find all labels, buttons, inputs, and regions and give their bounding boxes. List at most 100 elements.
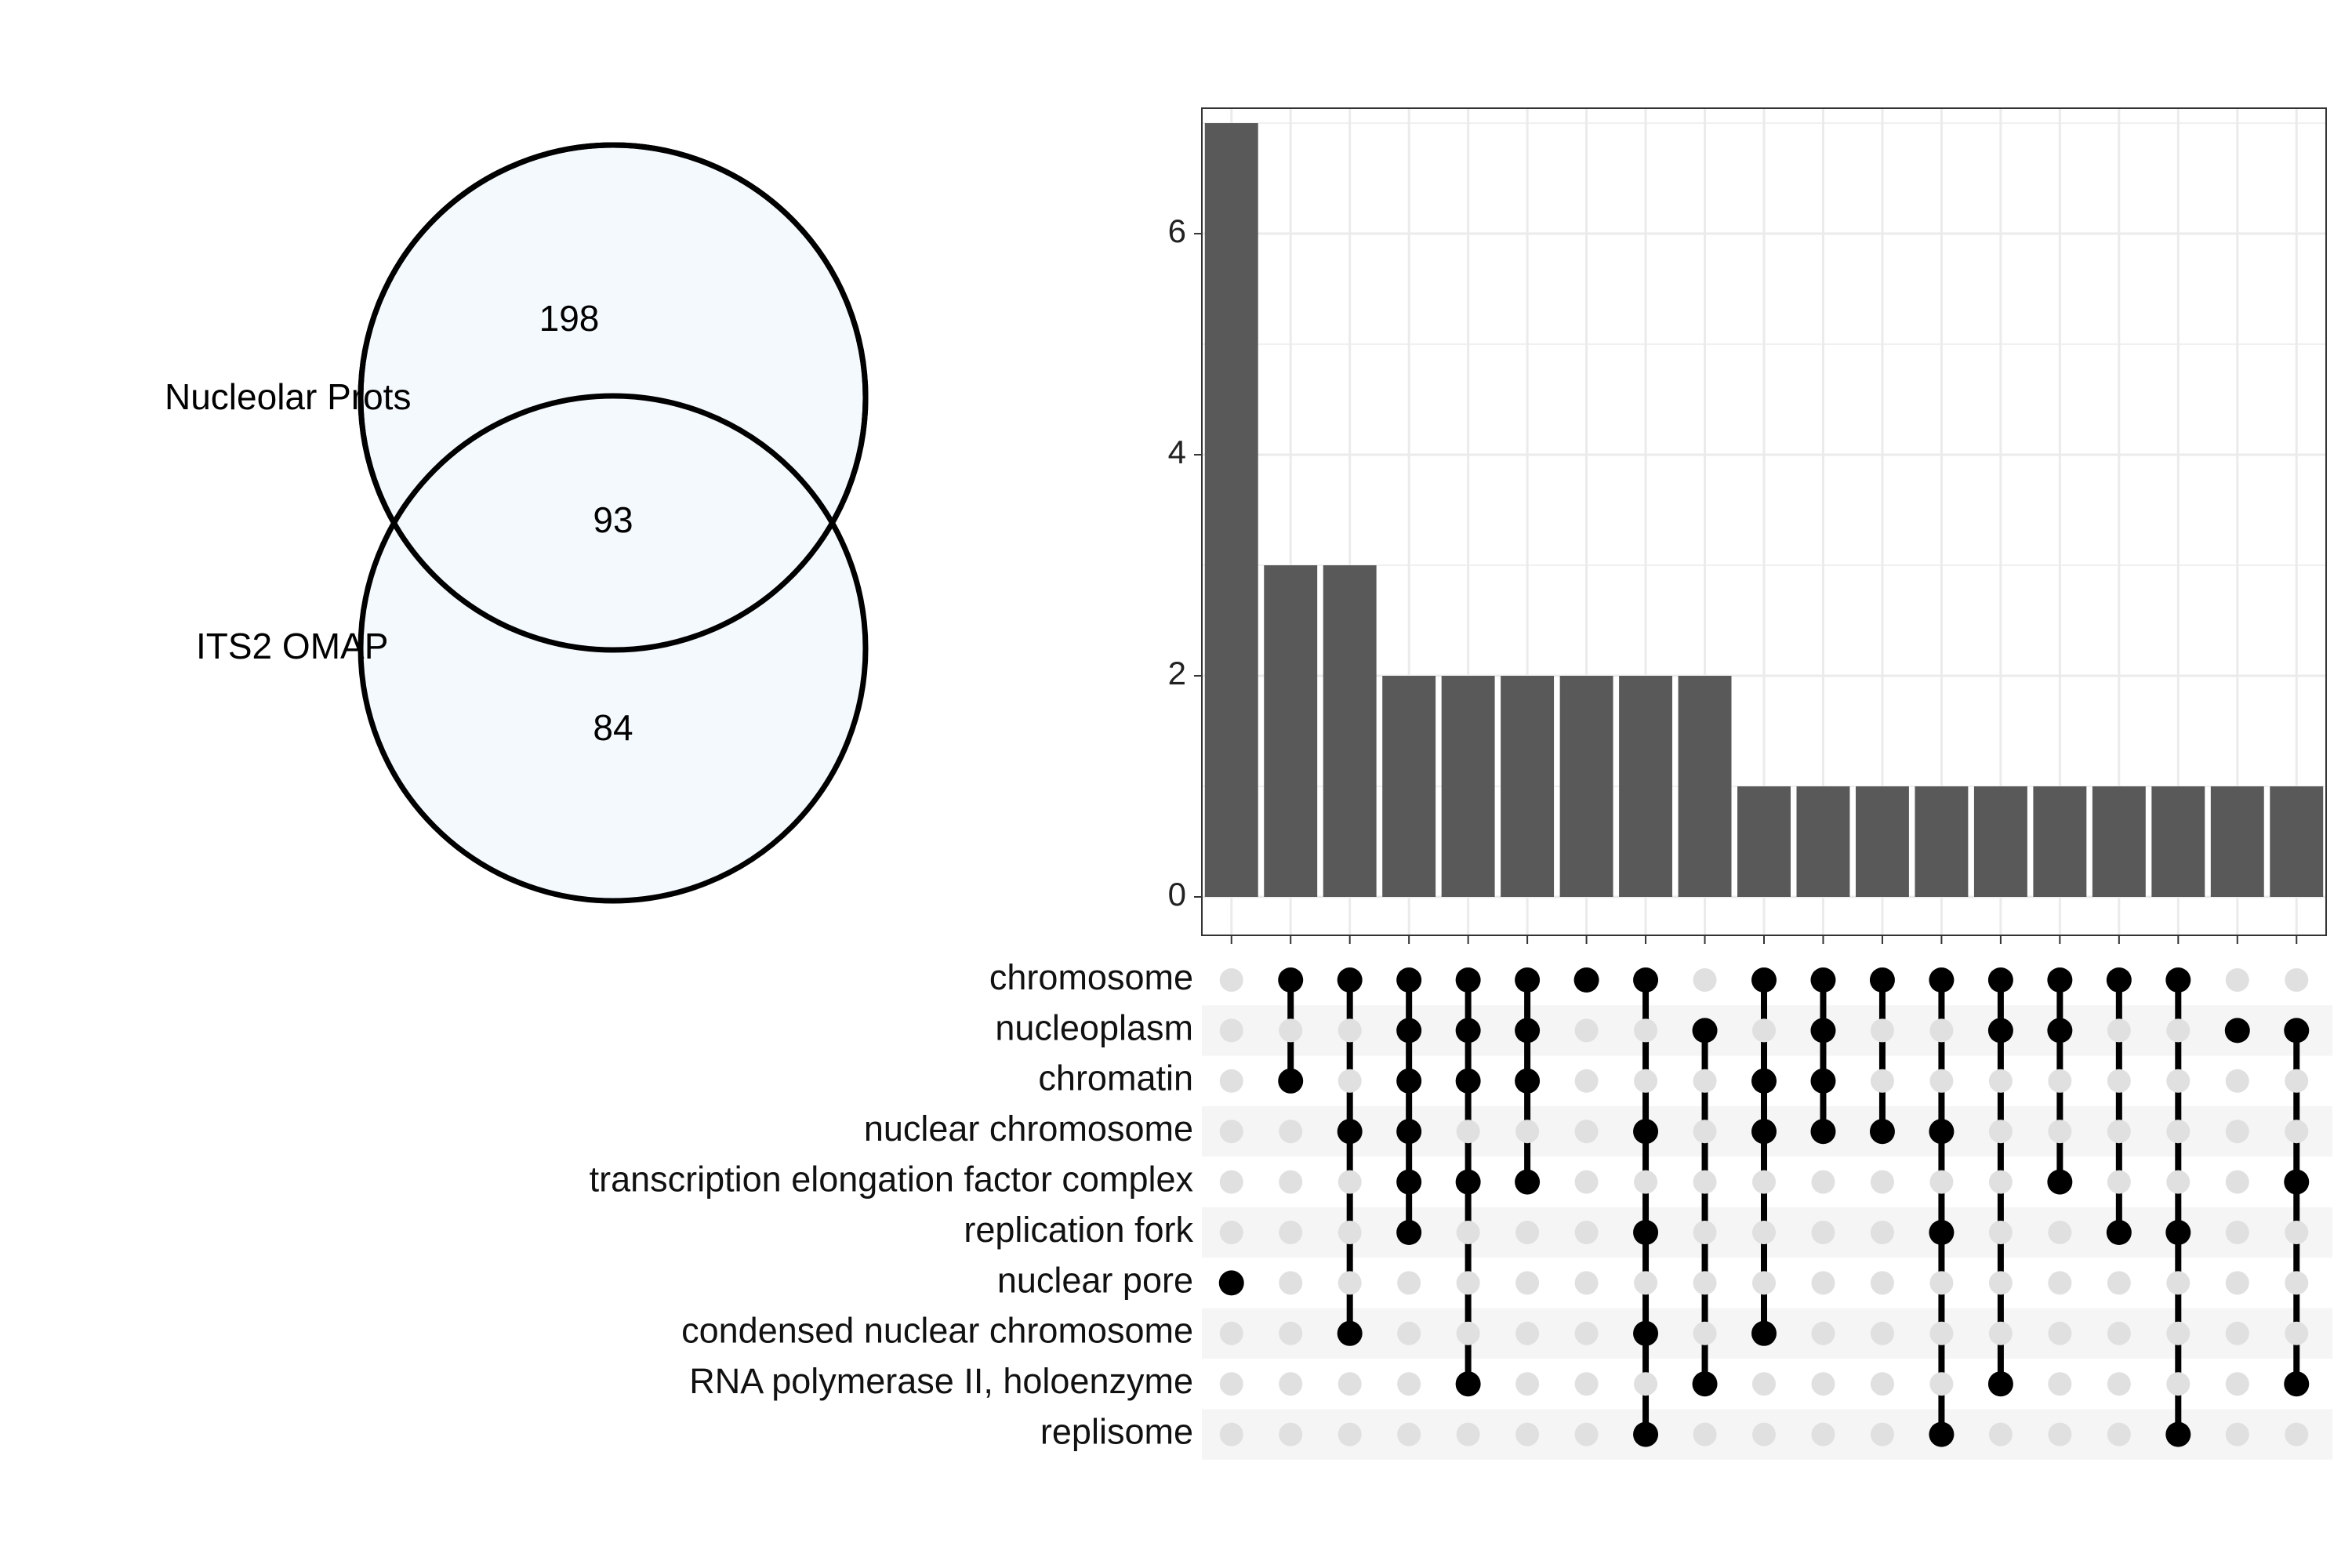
matrix-dot-active	[2106, 1220, 2132, 1245]
matrix-dot-inactive	[2107, 1422, 2131, 1446]
matrix-dot-inactive	[1219, 1372, 1243, 1396]
matrix-dot-inactive	[2225, 968, 2249, 992]
matrix-dot-inactive	[1397, 1321, 1421, 1345]
set-label: nucleoplasm	[995, 1007, 1193, 1047]
matrix-dot-active	[1396, 1220, 1422, 1245]
matrix-dot-inactive	[1693, 1221, 1717, 1244]
matrix-dot-active	[1396, 1169, 1422, 1195]
matrix-dot-inactive	[1219, 1069, 1243, 1093]
matrix-dot-inactive	[1693, 968, 1717, 992]
bar-series	[1204, 123, 2324, 897]
matrix-dot-active	[1455, 1068, 1481, 1094]
matrix-dot-inactive	[1338, 1221, 1362, 1244]
matrix-dot-inactive	[1219, 1321, 1243, 1345]
matrix-dot-active	[1396, 1018, 1422, 1044]
matrix-dot-active	[1869, 967, 1895, 993]
matrix-dot-inactive	[1929, 1271, 1954, 1295]
matrix-dot-inactive	[1693, 1321, 1717, 1345]
matrix-dot-inactive	[1988, 1422, 2013, 1446]
set-labels: chromosome nucleoplasm chromatin nuclear ch…	[590, 957, 1194, 1452]
matrix-dot-inactive	[1279, 1170, 1303, 1194]
x-axis-ticks	[1230, 935, 2298, 944]
matrix-dot-active	[1337, 1320, 1363, 1346]
matrix-dot-inactive	[1338, 1372, 1362, 1396]
matrix-dot-active	[1396, 967, 1422, 993]
set-label: nuclear chromosome	[864, 1109, 1193, 1149]
bar	[2270, 786, 2324, 897]
matrix-dot-inactive	[1279, 1221, 1303, 1244]
matrix-dot-inactive	[1752, 1372, 1776, 1396]
matrix-dot-inactive	[1515, 1422, 1540, 1446]
matrix-dot-inactive	[2107, 1271, 2131, 1295]
matrix-dot-inactive	[1752, 1422, 1776, 1446]
matrix-dot-inactive	[1870, 1422, 1894, 1446]
matrix-dot-inactive	[2285, 1120, 2309, 1144]
matrix-dot-active	[1515, 967, 1541, 993]
matrix-dot-inactive	[1574, 1271, 1599, 1295]
matrix-dot-active	[1218, 1270, 1244, 1296]
matrix-dot-active	[1751, 1320, 1777, 1346]
matrix-dot-active	[1633, 1421, 1659, 1447]
matrix-dot-active	[2284, 1371, 2310, 1397]
matrix-dot-active	[2224, 1018, 2250, 1044]
matrix-dot-active	[1751, 1068, 1777, 1094]
venn-diagram: 198 93 84 Nucleolar Prots ITS2 OMAP	[165, 142, 869, 904]
matrix-dot-inactive	[1397, 1271, 1421, 1295]
matrix-dot-inactive	[2225, 1170, 2249, 1194]
matrix-dot-inactive	[1634, 1271, 1658, 1295]
matrix-dot-inactive	[1279, 1372, 1303, 1396]
matrix-dot-active	[1810, 1119, 1836, 1145]
matrix-dot-inactive	[1219, 1422, 1243, 1446]
matrix-dot-active	[1573, 967, 1599, 993]
matrix-dot-active	[2284, 1169, 2310, 1195]
bar	[1796, 786, 1850, 897]
matrix-dot-inactive	[1870, 1372, 1894, 1396]
matrix-dot-active	[2106, 967, 2132, 993]
matrix-dot-inactive	[1456, 1120, 1480, 1144]
intersection-matrix	[1218, 967, 2310, 1447]
bar	[1323, 565, 1377, 897]
matrix-dot-inactive	[1988, 1170, 2013, 1194]
matrix-dot-inactive	[1811, 1372, 1835, 1396]
bar	[1559, 676, 1613, 897]
matrix-dot-inactive	[2225, 1221, 2249, 1244]
matrix-dot-inactive	[2225, 1372, 2249, 1396]
set-label: chromatin	[1038, 1058, 1193, 1098]
matrix-dot-inactive	[2285, 1069, 2309, 1093]
matrix-dot-inactive	[1988, 1069, 2013, 1093]
y-tick-label: 2	[1168, 655, 1186, 691]
bar	[1737, 786, 1791, 897]
matrix-dot-active	[1337, 1119, 1363, 1145]
matrix-dot-inactive	[2166, 1372, 2190, 1396]
matrix-dot-active	[1515, 1018, 1541, 1044]
matrix-dot-inactive	[2048, 1372, 2072, 1396]
matrix-dot-inactive	[1219, 968, 1243, 992]
matrix-dot-inactive	[1988, 1321, 2013, 1345]
matrix-dot-inactive	[2048, 1271, 2072, 1295]
matrix-dot-inactive	[1279, 1120, 1303, 1144]
matrix-dot-inactive	[1929, 1069, 1954, 1093]
matrix-dot-inactive	[2285, 1221, 2309, 1244]
matrix-dot-active	[1633, 1119, 1659, 1145]
matrix-dot-active	[1633, 1220, 1659, 1245]
matrix-dot-inactive	[1515, 1321, 1540, 1345]
matrix-dot-active	[2284, 1018, 2310, 1044]
matrix-dot-inactive	[1870, 1321, 1894, 1345]
matrix-dot-inactive	[1515, 1221, 1540, 1244]
set-label: replisome	[1040, 1411, 1193, 1451]
matrix-dot-active	[1987, 967, 2013, 993]
matrix-dot-active	[2047, 967, 2073, 993]
matrix-dot-inactive	[1219, 1221, 1243, 1244]
matrix-dot-active	[1396, 1068, 1422, 1094]
matrix-dot-inactive	[1338, 1271, 1362, 1295]
matrix-dot-inactive	[1574, 1321, 1599, 1345]
matrix-dot-inactive	[1574, 1069, 1599, 1093]
matrix-dot-inactive	[1988, 1221, 2013, 1244]
matrix-dot-inactive	[2107, 1018, 2131, 1043]
matrix-dot-inactive	[1693, 1422, 1717, 1446]
matrix-dot-active	[1515, 1169, 1541, 1195]
matrix-dot-inactive	[1693, 1271, 1717, 1295]
bar	[1855, 786, 1909, 897]
matrix-dot-inactive	[1811, 1271, 1835, 1295]
bar	[1973, 786, 2027, 897]
